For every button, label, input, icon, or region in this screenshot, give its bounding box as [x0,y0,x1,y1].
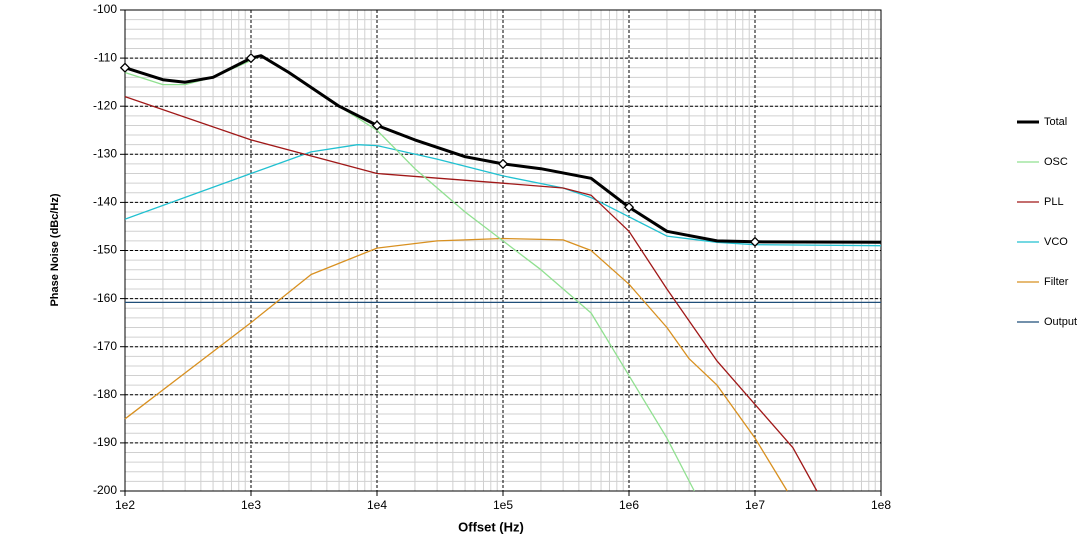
y-tick-label: -200 [93,483,117,497]
x-tick-label: 1e5 [493,498,513,512]
point-marker [749,236,761,248]
point-marker [623,202,635,213]
x-tick-label: 1e7 [745,498,765,512]
x-tick-label: 1e3 [241,498,261,512]
point-marker [371,120,383,131]
y-tick-label: -120 [93,98,117,112]
y-tick-label: -150 [93,243,117,257]
legend-label: VCO [1044,236,1068,248]
point-marker [119,62,131,73]
legend-label: Output [1044,316,1077,328]
x-tick-label: 1e6 [619,498,639,512]
series-line [124,95,818,492]
legend-label: OSC [1044,156,1068,168]
y-tick-label: -190 [93,435,117,449]
x-tick-label: 1e4 [367,498,387,512]
legend-label: Filter [1044,276,1069,288]
plot-border [124,9,882,492]
y-tick-label: -110 [94,50,117,64]
y-tick-label: -160 [93,291,117,305]
y-tick-label: -180 [93,387,117,401]
series-line [124,144,882,247]
y-axis-label: Phase Noise (dBc/Hz) [49,193,61,306]
legend-label: PLL [1044,196,1064,208]
series-line [124,54,882,244]
x-tick-label: 1e2 [115,498,135,512]
y-tick-label: -130 [93,146,117,160]
x-axis-label: Offset (Hz) [458,519,524,534]
y-tick-label: -170 [93,339,117,353]
x-tick-label: 1e8 [871,498,891,512]
y-tick-label: -140 [93,195,117,209]
y-tick-label: -100 [93,2,117,16]
legend-label: Total [1044,116,1067,128]
point-marker [245,52,257,64]
point-marker [497,158,509,170]
series-line [124,237,788,492]
